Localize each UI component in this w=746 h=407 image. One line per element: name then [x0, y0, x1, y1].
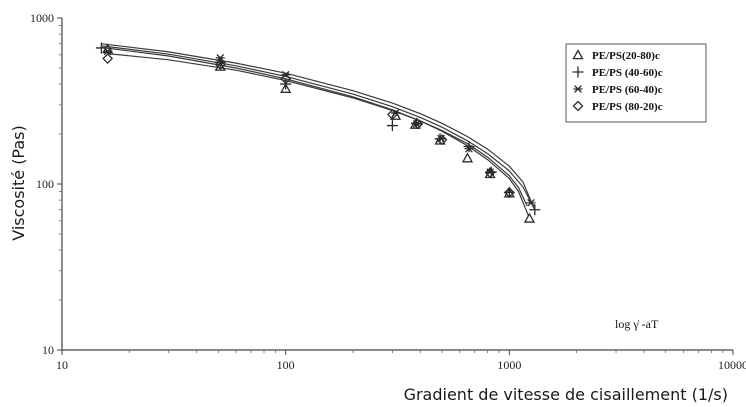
- legend-triangle-marker: [572, 49, 584, 60]
- triangle-data-point: [280, 82, 292, 93]
- x-tick-label: 10: [56, 358, 68, 372]
- y-tick-label: 10: [42, 343, 54, 357]
- x-tick-label: 10000: [718, 358, 746, 372]
- legend-label: PE/PS(20-80)c: [592, 50, 660, 62]
- plus-data-point: [463, 141, 475, 153]
- plus-data-point: [386, 120, 398, 132]
- legend-label: PE/PS (80-20)c: [592, 101, 663, 113]
- legend-asterisk-marker: [573, 85, 583, 93]
- fit-curve-series-1: [101, 46, 530, 217]
- diamond-data-point: [484, 167, 496, 179]
- diamond-data-point: [214, 59, 226, 70]
- legend-box: [565, 43, 707, 123]
- fit-curve-series-4: [107, 53, 528, 206]
- asterisk-data-point: [464, 144, 474, 153]
- asterisk-data-point: [215, 54, 225, 62]
- x-axis-title: Gradient de vitesse de cisaillement (1/s…: [404, 385, 728, 404]
- x-tick-label: 1000: [497, 358, 521, 372]
- legend-diamond-marker: [572, 100, 584, 112]
- y-tick-label: 100: [36, 177, 54, 191]
- fit-curve-series-3: [101, 43, 533, 204]
- y-tick-label: 1000: [30, 11, 54, 25]
- diamond-data-point: [386, 109, 398, 120]
- x-tick-label: 100: [277, 358, 295, 372]
- log-gamma-annotation: log γ̇ -aT: [615, 317, 659, 331]
- y-axis-title: Viscosité (Pas): [9, 125, 28, 241]
- diamond-data-point: [436, 134, 448, 146]
- legend-label: PE/PS (60-40)c: [592, 84, 663, 96]
- fit-curves: [101, 43, 536, 217]
- asterisk-data-point: [103, 47, 113, 56]
- y-axis-ticks: 10 100 1000: [30, 11, 62, 357]
- asterisk-data-point: [526, 199, 536, 207]
- legend-plus-marker: [572, 66, 584, 78]
- diamond-data-point: [412, 118, 424, 130]
- plus-data-point: [529, 204, 541, 216]
- legend-label: PE/PS (40-60)c: [592, 67, 663, 79]
- diamond-data-point: [503, 186, 515, 198]
- triangle-data-point: [523, 212, 536, 223]
- diamond-data-point: [102, 53, 114, 64]
- fit-curve-series-2: [101, 45, 536, 210]
- data-markers: [95, 42, 541, 223]
- x-axis-ticks: 10 100 1000 10000: [56, 350, 746, 372]
- triangle-data-point: [461, 152, 474, 163]
- diamond-data-point: [280, 73, 292, 85]
- legend: PE/PS(20-80)c PE/PS (40-60)c PE/PS (60-40)…: [565, 43, 707, 123]
